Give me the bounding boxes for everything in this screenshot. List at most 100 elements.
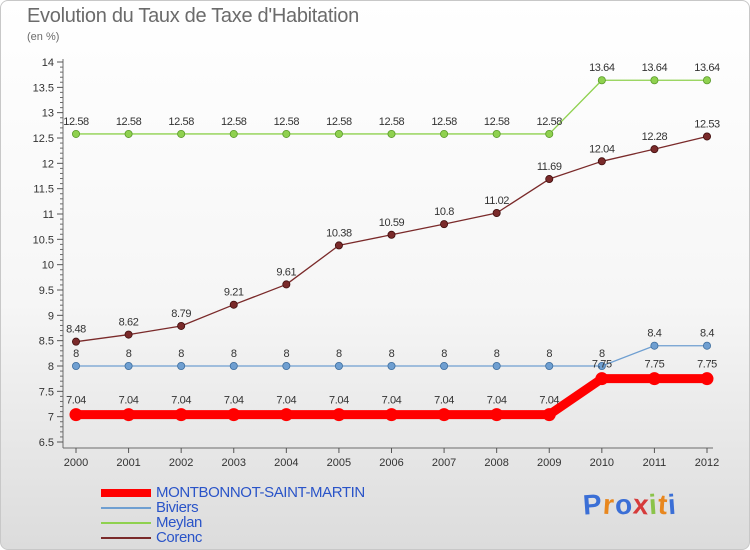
data-point: [229, 361, 238, 370]
data-point: [703, 132, 712, 141]
data-point: [700, 372, 714, 386]
data-point: [227, 408, 241, 422]
data-point: [597, 76, 606, 85]
data-point: [595, 372, 609, 386]
data-point: [332, 408, 346, 422]
data-label: 7.04: [171, 395, 191, 407]
data-labels-layer: 12.58 12.58 12.58 12.58 12.58 12.58 12.58 12.58…: [63, 62, 720, 406]
data-label: 12.58: [326, 116, 352, 128]
data-label: 10.8: [434, 206, 454, 218]
data-point: [545, 175, 554, 184]
x-tick-label: 2006: [379, 457, 403, 469]
data-label: 7.04: [487, 395, 507, 407]
y-tick-label: 12.5: [33, 133, 54, 145]
logo-letter: P: [581, 488, 604, 521]
data-point: [542, 408, 556, 422]
data-point: [122, 408, 136, 422]
chart-subtitle: (en %): [27, 31, 60, 43]
legend-item: MONTBONNOT-SAINT-MARTIN: [101, 485, 365, 500]
data-point: [597, 361, 606, 370]
data-point: [72, 337, 81, 346]
y-tick-label: 8: [48, 361, 54, 373]
data-label: 7.04: [119, 395, 139, 407]
legend: MONTBONNOT-SAINT-MARTIN Biviers Meylan Core…: [101, 485, 365, 545]
data-label: 7.04: [276, 395, 296, 407]
data-point: [282, 129, 291, 138]
y-tick-label: 11: [43, 209, 54, 221]
data-label: 13.64: [642, 62, 668, 74]
data-label: 12.58: [536, 116, 562, 128]
data-point: [597, 157, 606, 166]
data-point: [387, 230, 396, 239]
data-point: [650, 145, 659, 154]
data-label: 9.61: [276, 266, 296, 278]
x-tick-label: 2008: [484, 457, 508, 469]
data-point: [545, 361, 554, 370]
data-point: [440, 361, 449, 370]
data-point: [492, 129, 501, 138]
data-label: 12.58: [116, 116, 142, 128]
y-tick-label: 7: [48, 412, 54, 424]
chart-title: Evolution du Taux de Taxe d'Habitation: [27, 5, 359, 27]
data-point: [703, 341, 712, 350]
y-tick-label: 10.5: [33, 234, 54, 246]
data-point: [177, 129, 186, 138]
data-label: 8: [336, 348, 342, 360]
data-label: 8: [389, 348, 395, 360]
data-label: 7.75: [592, 359, 612, 371]
data-point: [650, 76, 659, 85]
data-point: [387, 361, 396, 370]
data-label: 7.04: [539, 395, 559, 407]
data-label: 8: [73, 348, 79, 360]
data-point: [282, 361, 291, 370]
data-label: 8: [283, 348, 289, 360]
data-label: 7.04: [66, 395, 86, 407]
data-label: 7.04: [329, 395, 349, 407]
y-tick-label: 13: [42, 108, 54, 120]
data-point: [650, 341, 659, 350]
data-label: 7.04: [382, 395, 402, 407]
data-label: 8: [494, 348, 500, 360]
data-point: [387, 129, 396, 138]
data-label: 8: [546, 348, 552, 360]
data-point: [177, 321, 186, 330]
data-point: [72, 361, 81, 370]
data-point: [440, 129, 449, 138]
axes: 6.5 7 7.5 8 8.5 9 9.5 10 10.5 11 11.5 12 12.5 13 13.5 1…: [33, 57, 720, 469]
data-point: [124, 129, 133, 138]
x-tick-label: 2004: [274, 457, 298, 469]
legend-swatch: [101, 506, 151, 509]
legend-label: Meylan: [156, 514, 202, 531]
y-tick-label: 6.5: [39, 437, 54, 449]
logo-letter: o: [613, 488, 634, 521]
data-label: 12.58: [431, 116, 457, 128]
legend-swatch: [101, 488, 151, 497]
data-point: [385, 408, 398, 422]
x-tick-label: 2000: [64, 457, 88, 469]
x-tick-label: 2003: [222, 457, 246, 469]
data-point: [174, 408, 188, 422]
data-label: 13.64: [694, 62, 720, 74]
data-label: 8: [231, 348, 237, 360]
x-tick-label: 2001: [116, 457, 140, 469]
legend-label: Biviers: [156, 499, 199, 516]
data-label: 8.4: [647, 328, 661, 340]
data-point: [334, 241, 343, 250]
data-label: 11.69: [537, 161, 562, 173]
legend-label: Corenc: [156, 529, 202, 546]
data-label: 8: [441, 348, 447, 360]
data-point: [72, 129, 81, 138]
data-label: 8: [599, 348, 605, 360]
data-label: 10.59: [379, 217, 405, 229]
data-label: 12.58: [221, 116, 247, 128]
data-label: 7.75: [645, 359, 665, 371]
data-label: 8.48: [66, 324, 86, 336]
data-point: [492, 208, 501, 217]
data-label: 8.4: [700, 328, 714, 340]
data-label: 12.58: [484, 116, 510, 128]
data-label: 8: [178, 348, 184, 360]
data-label: 12.58: [63, 116, 89, 128]
data-label: 12.58: [168, 116, 194, 128]
legend-item: Meylan: [101, 515, 365, 530]
